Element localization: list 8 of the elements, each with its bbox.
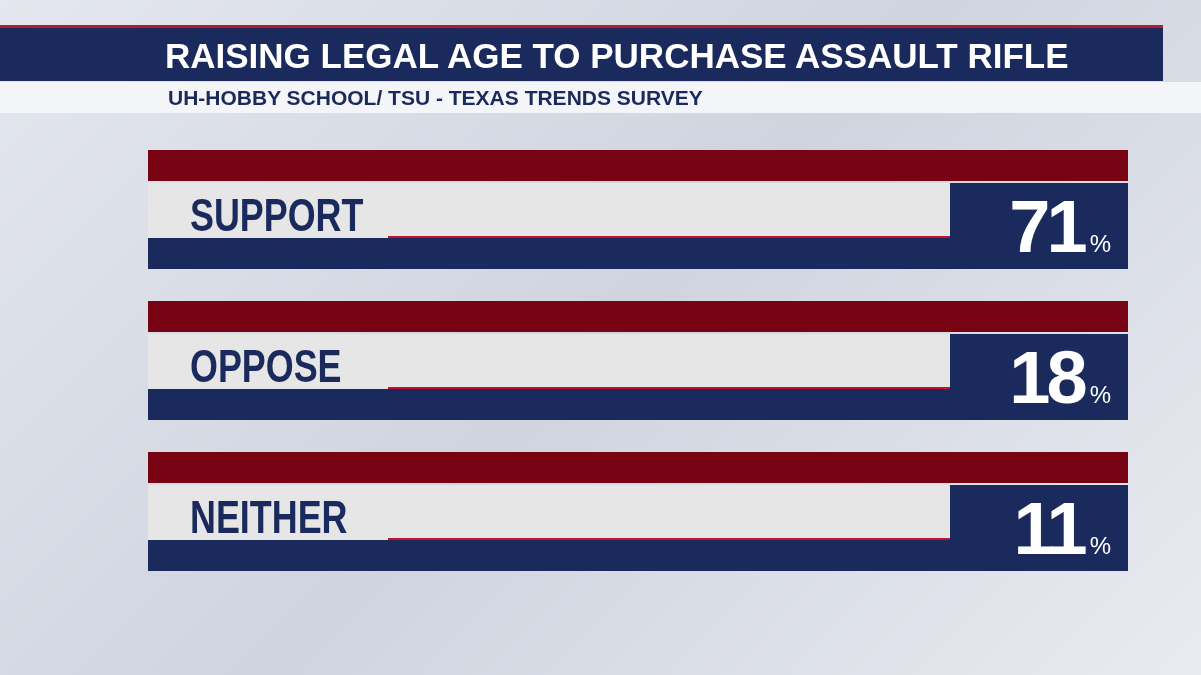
- text: UH-HOBBY SCHOOL/ TSU - TEXAS TRENDS SURVEY: [168, 86, 703, 110]
- category-label: NEITHER: [190, 491, 348, 544]
- category-label: SUPPORT: [190, 189, 364, 242]
- category-label: OPPOSE: [190, 340, 342, 393]
- data-label: 11%: [1013, 487, 1111, 570]
- data-label: 71%: [1009, 185, 1111, 268]
- text: RAISING LEGAL AGE TO PURCHASE ASSAULT RIFLE: [165, 36, 1069, 76]
- data-label: 18%: [1009, 336, 1111, 419]
